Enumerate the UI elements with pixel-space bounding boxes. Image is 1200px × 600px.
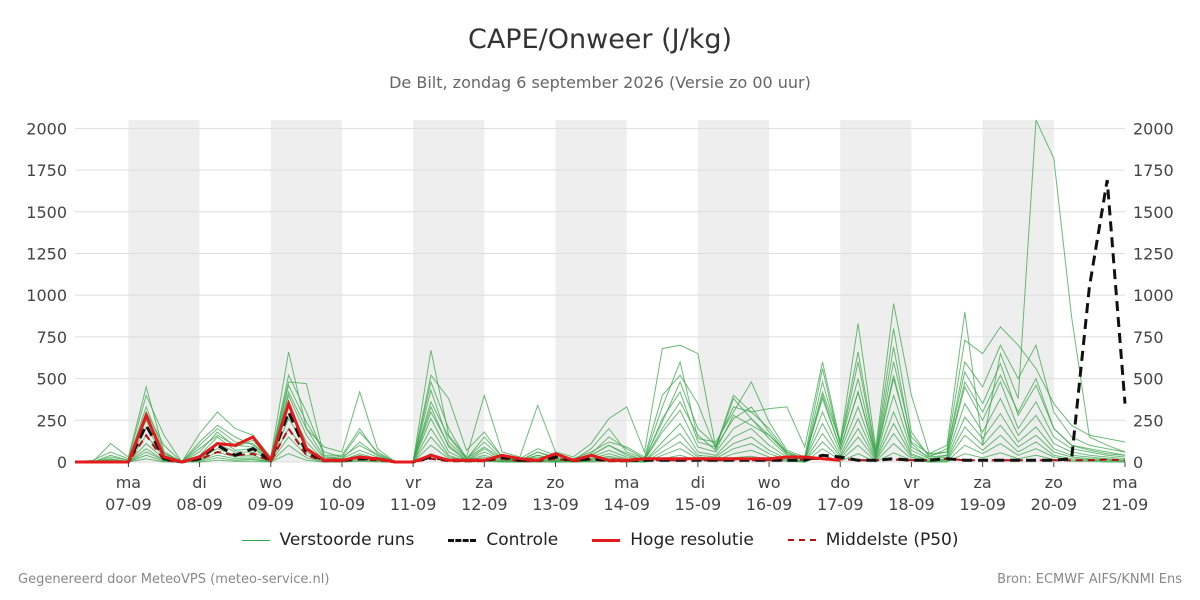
day-shade-4 — [697, 120, 770, 462]
y-tick-right-8: 2000 — [1133, 119, 1174, 138]
chart-subtitle: De Bilt, zondag 6 september 2026 (Versie… — [389, 73, 811, 92]
x-tick-day-8: di — [691, 473, 706, 492]
x-tick-day-13: zo — [1045, 473, 1063, 492]
legend-item-control: Controle — [448, 530, 558, 550]
y-tick-left-5: 1250 — [26, 244, 67, 263]
x-tick-date-9: 16-09 — [746, 495, 793, 514]
x-tick-day-10: do — [830, 473, 850, 492]
ensemble-line-9 — [75, 452, 1125, 463]
chart-title: CAPE/Onweer (J/kg) — [467, 24, 732, 55]
day-shade-0 — [128, 120, 200, 462]
x-tick-day-7: ma — [614, 473, 639, 492]
x-tick-date-7: 14-09 — [603, 495, 650, 514]
x-tick-day-14: ma — [1112, 473, 1137, 492]
ensemble-line-11 — [75, 374, 1126, 463]
legend-swatch-median — [787, 539, 816, 541]
y-tick-left-1: 250 — [36, 411, 67, 430]
x-ticks: ma 07-09 di 08-09 wo 09-09 do 10-09 vr 11-09 za 12-… — [105, 462, 1148, 514]
y-tick-right-2: 500 — [1133, 370, 1164, 389]
x-tick-date-6: 13-09 — [532, 495, 579, 514]
ensemble-line-0 — [75, 119, 1126, 463]
day-shade-6 — [982, 120, 1054, 462]
x-tick-date-11: 18-09 — [888, 495, 935, 514]
legend-swatch-highres — [592, 538, 621, 542]
day-shade-3 — [555, 120, 627, 462]
footer-credit: Gegenereerd door MeteoVPS (meteo-service… — [18, 572, 330, 587]
y-tick-right-7: 1750 — [1133, 161, 1174, 180]
x-tick-date-0: 07-09 — [105, 495, 152, 514]
legend-label-median: Middelste (P50) — [825, 530, 959, 550]
y-tick-right-4: 1000 — [1133, 286, 1174, 305]
x-tick-day-0: ma — [116, 473, 141, 492]
grid-lines — [75, 127, 1125, 463]
x-tick-day-4: vr — [405, 473, 421, 492]
footer-source: Bron: ECMWF AIFS/KNMI Ens — [997, 572, 1182, 587]
legend-swatch-ensemble — [241, 539, 270, 541]
x-tick-day-2: wo — [259, 473, 282, 492]
x-tick-date-3: 10-09 — [319, 495, 366, 514]
ensemble-line-1 — [74, 326, 1126, 463]
y-tick-left-8: 2000 — [26, 119, 67, 138]
y-ticks-left: 0 250 500 750 1000 1250 1500 1750 2000 — [26, 119, 67, 472]
legend: Verstoorde runs Controle Hoge resolutie … — [0, 530, 1200, 550]
y-ticks-right: 0 250 500 750 1000 1250 1500 1750 2000 — [1133, 119, 1174, 472]
x-tick-date-1: 08-09 — [176, 495, 223, 514]
y-tick-left-3: 750 — [36, 328, 67, 347]
y-tick-right-0: 0 — [1133, 453, 1143, 472]
y-tick-right-1: 250 — [1133, 411, 1164, 430]
control-line — [75, 179, 1127, 464]
x-tick-date-12: 19-09 — [959, 495, 1006, 514]
day-shade-5 — [840, 120, 912, 462]
highres-line — [75, 399, 841, 464]
weekday-shading — [128, 120, 1054, 462]
ensemble-line-10 — [75, 343, 1126, 463]
y-tick-left-7: 1750 — [26, 161, 67, 180]
x-tick-day-1: di — [192, 473, 207, 492]
x-tick-date-8: 15-09 — [675, 495, 722, 514]
x-tick-day-9: wo — [758, 473, 781, 492]
legend-item-ensemble: Verstoorde runs — [241, 530, 415, 550]
y-tick-left-2: 500 — [36, 370, 67, 389]
x-tick-day-12: za — [974, 473, 992, 492]
x-tick-date-14: 21-09 — [1102, 495, 1149, 514]
x-tick-date-13: 20-09 — [1031, 495, 1078, 514]
y-tick-left-4: 1000 — [26, 286, 67, 305]
x-tick-day-6: zo — [546, 473, 564, 492]
legend-swatch-control — [448, 538, 477, 542]
x-tick-date-5: 12-09 — [461, 495, 508, 514]
y-tick-left-0: 0 — [57, 453, 67, 472]
x-tick-date-2: 09-09 — [248, 495, 295, 514]
highres-line-group — [75, 399, 841, 464]
x-tick-day-5: za — [475, 473, 493, 492]
control-line-group — [75, 179, 1127, 464]
x-tick-day-11: vr — [903, 473, 919, 492]
legend-item-median: Middelste (P50) — [787, 530, 959, 550]
y-tick-right-3: 750 — [1133, 328, 1164, 347]
legend-label-ensemble: Verstoorde runs — [279, 530, 415, 550]
legend-label-control: Controle — [486, 530, 559, 550]
x-tick-date-10: 17-09 — [817, 495, 864, 514]
ensemble-line-4 — [75, 393, 1126, 463]
y-tick-right-5: 1250 — [1133, 244, 1174, 263]
y-tick-right-6: 1500 — [1133, 203, 1174, 222]
x-tick-date-4: 11-09 — [390, 495, 437, 514]
legend-item-highres: Hoge resolutie — [592, 530, 754, 550]
legend-label-highres: Hoge resolutie — [630, 530, 754, 550]
y-tick-left-6: 1500 — [26, 203, 67, 222]
x-tick-day-3: do — [332, 473, 352, 492]
ensemble-line-5 — [75, 410, 1126, 463]
